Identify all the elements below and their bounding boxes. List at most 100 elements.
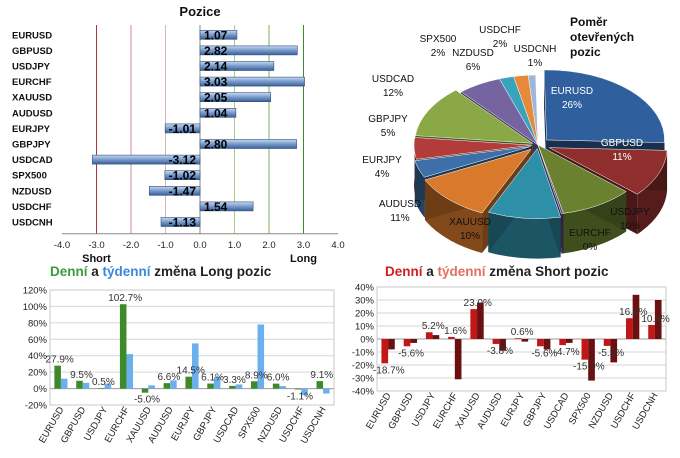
bar [98,388,105,389]
bar [199,92,272,102]
pie-percent-label: 1% [528,58,543,69]
bar [654,300,662,339]
category-label: EURJPY [12,124,51,135]
data-label: 16.0% [619,307,647,318]
pie-percent-label: 4% [375,169,390,180]
y-tick-label: -30% [352,374,375,385]
bar [148,385,155,389]
data-label: 2.14 [204,60,228,74]
bar [163,383,171,389]
data-label: 23.0% [464,298,492,309]
bar [199,76,305,87]
category-label: EURUSD [12,30,52,41]
pie-percent-label: 2% [493,39,508,50]
chart-title-line: Poměr [570,15,608,29]
bar [581,339,589,360]
chart-title-part: změna Long pozic [151,264,272,279]
chart-title-part: Denní [385,264,424,279]
category-label: USDCAD [12,155,53,166]
bar [499,339,506,351]
plot-frame [49,289,335,406]
bar [170,380,177,389]
data-label: -1.02 [169,169,197,183]
y-tick-label: -20% [25,401,48,412]
data-label: -4.7% [554,347,580,358]
data-label: -1.47 [169,184,197,198]
pie-label: NZDUSD [452,48,494,59]
y-tick-label: 80% [28,318,48,329]
pie-percent-label: 6% [466,62,481,73]
bar [648,324,655,339]
data-label: 0.5% [92,377,115,388]
pie-label: USDJPY [610,207,650,218]
bar [126,354,134,389]
pie-label: USDCAD [372,74,414,85]
pie-label: XAUUSD [449,217,491,228]
chart-title-line: otevřených [570,30,634,44]
category-label: USDCNH [12,218,53,229]
bar [610,339,618,363]
y-tick-label: 100% [23,302,48,313]
x-tick-label: 3.0 [297,240,310,251]
data-label: 1.07 [204,28,228,42]
data-label: 10.8% [641,314,669,325]
bar [301,388,308,396]
data-label: 0.6% [511,327,534,338]
data-label: -15.9% [573,362,605,373]
bar [632,294,640,339]
annotation-short: Short [82,253,111,265]
chart-title-line: pozic [570,45,601,59]
pie-label: AUDUSD [379,199,421,210]
y-tick-label: 20% [355,309,375,320]
data-label: -5.6% [398,348,424,359]
chart-title-part: Denní [50,264,89,279]
category-label: NZDUSD [12,186,52,197]
bar [477,302,484,339]
y-tick-label: -10% [352,348,375,359]
pie-label: EURUSD [551,86,593,97]
bar [199,61,275,71]
pie-percent-label: 11% [390,213,409,224]
bar [272,383,280,389]
bar [403,339,411,347]
bar [543,339,551,350]
bar [229,385,236,389]
bar [119,304,127,389]
category-label: GBPUSD [12,46,53,57]
bar [185,376,192,389]
y-tick-label: 0% [33,384,47,395]
pie-label: USDCHF [479,25,521,36]
pie-label: GBPUSD [601,138,643,149]
bar [164,170,201,180]
bar [470,309,478,339]
pie-percent-label: 11% [612,152,631,163]
pie-percent-label: 12% [383,88,403,99]
bar [199,29,238,40]
pie-slice [414,146,531,178]
bar [92,154,201,165]
chart-title: Denní a týdenní změna Short pozic [385,264,609,279]
data-label: -18.7% [373,365,405,376]
bar [235,384,243,389]
pie-slice [543,69,665,143]
bar [82,382,90,389]
x-tick-label: -4.0 [54,240,70,251]
data-label: 2.82 [204,44,228,58]
bar [565,339,573,343]
chart-title-part: a [423,264,438,279]
bar [559,339,566,346]
pie-slice [537,144,564,214]
data-label: 102.7% [108,293,142,304]
y-tick-label: 20% [28,368,48,379]
pie-label: USDCNH [514,44,557,55]
bar [432,335,440,339]
y-tick-label: 40% [355,283,375,294]
pie-percent-label: 10% [620,221,640,232]
pie-slice-side [637,150,668,235]
x-tick-label: 4.0 [331,240,344,251]
data-label: 8.9% [245,370,268,381]
bar [199,45,298,56]
bar [625,318,633,339]
pie-slice [415,89,534,144]
